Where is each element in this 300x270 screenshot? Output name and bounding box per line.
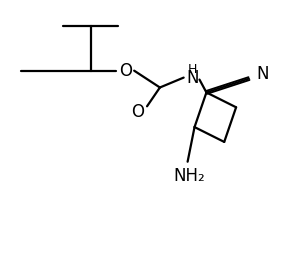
Text: N: N <box>256 65 269 83</box>
Text: O: O <box>132 103 145 121</box>
Text: NH₂: NH₂ <box>174 167 206 185</box>
Text: O: O <box>119 62 132 80</box>
Text: N: N <box>186 69 199 87</box>
Text: H: H <box>188 63 197 76</box>
